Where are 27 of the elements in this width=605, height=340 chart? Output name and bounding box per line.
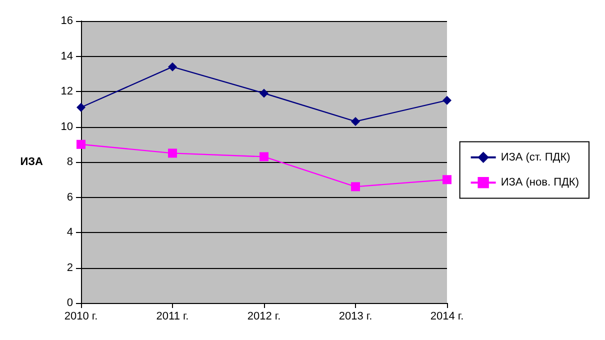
x-tick-label: 2011 г. (156, 310, 189, 322)
point (76, 140, 86, 149)
y-tick-label: 0 (66, 297, 73, 309)
point (351, 116, 360, 126)
y-tick-label: 2 (66, 262, 73, 274)
point (260, 88, 268, 98)
x-tick-label: 2012 г. (247, 310, 281, 322)
y-tick-label: 6 (66, 191, 73, 204)
legend-label: ИЗА (ст. ПДК) (500, 151, 570, 164)
x-tick-label: 2013 г. (338, 310, 372, 322)
point (260, 152, 268, 162)
legend-label: ИЗА (нов. ПДК) (500, 176, 580, 189)
point (442, 96, 452, 105)
point (168, 148, 177, 158)
point (442, 175, 452, 184)
y-tick-label: 16 (60, 15, 73, 27)
y-tick-label: 14 (60, 50, 73, 62)
y-tick-label: 8 (66, 156, 73, 168)
point (76, 102, 86, 112)
y-tick-label: 4 (66, 226, 73, 238)
y-tick-label: 12 (60, 86, 73, 98)
y-tick-label: 10 (60, 120, 73, 133)
x-tick-label: 2014 г. (430, 310, 464, 322)
x-tick-label: 2010 г. (64, 310, 98, 322)
point (168, 62, 177, 72)
y-axis-title: ИЗА (20, 156, 44, 168)
point (351, 182, 360, 192)
